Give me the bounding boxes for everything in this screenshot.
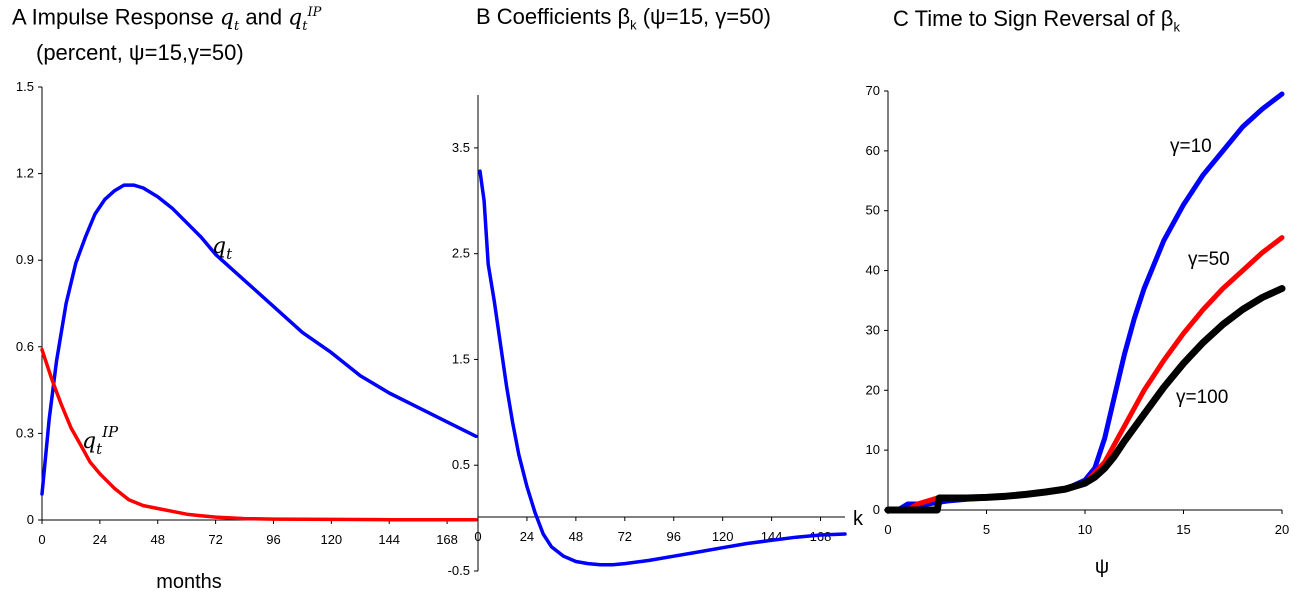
- y-tick-label: 0.5: [452, 457, 470, 472]
- panel-a-title-t: t: [234, 18, 240, 34]
- x-tick-label: 120: [712, 529, 734, 544]
- panel-a-title-prefix: A Impulse Response: [12, 4, 220, 30]
- y-tick-label: 0.6: [16, 339, 34, 354]
- series-line-3: [884, 285, 1286, 514]
- x-tick-label: 0: [884, 522, 891, 537]
- x-tick-label: 24: [520, 529, 534, 544]
- panel-a-title-t2: t: [302, 18, 308, 34]
- x-tick-label: 24: [93, 532, 107, 547]
- panel-a-subtitle: (percent, ψ=15,γ=50): [36, 40, 244, 65]
- x-tick-label: 96: [666, 529, 680, 544]
- x-tick-label: 48: [150, 532, 164, 547]
- y-tick-label: 0.9: [16, 252, 34, 267]
- x-tick-label: 48: [569, 529, 583, 544]
- y-tick-label: -0.5: [448, 563, 470, 578]
- x-axis-label: ψ: [1095, 556, 1109, 578]
- y-tick-label: 1.5: [16, 79, 34, 94]
- x-axis-label: months: [156, 571, 222, 593]
- chart-panel-a: 0 0.3 0.6 0.9 1.2 1.5 0 24 48 72 96 120 144 168 months…: [16, 79, 478, 593]
- y-tick-label: 30: [866, 322, 880, 337]
- chart-panel-c: 0 10 20 30 40 50 60 70 0 5 10 15 20 ψ γ=10 γ=50 γ=100: [866, 83, 1290, 578]
- x-tick-label: 72: [208, 532, 222, 547]
- x-tick-label: 168: [436, 532, 458, 547]
- y-tick-label: 20: [866, 382, 880, 397]
- panel-b-title-prefix: B Coefficients β: [476, 4, 631, 29]
- panel-b-title-suffix: (ψ=15, γ=50): [636, 4, 771, 29]
- y-tick-label: 0: [27, 512, 34, 527]
- curve-label-qt: qt: [212, 234, 233, 263]
- panel-c-title-sub: k: [1173, 19, 1180, 35]
- y-tick-label: 10: [866, 442, 880, 457]
- y-tick-label: 1.2: [16, 166, 34, 181]
- series-line-2: [40, 347, 478, 522]
- panel-a-title-ip: IP: [307, 5, 322, 20]
- panel-c-title-prefix: C Time to Sign Reversal of β: [893, 6, 1174, 31]
- y-tick-label: 70: [866, 83, 880, 98]
- panel-a-title: A Impulse Response qt and qtIP: [12, 4, 322, 34]
- series-label: γ=50: [1188, 249, 1230, 270]
- y-tick-label: 40: [866, 263, 880, 278]
- panel-a-title-and: and: [239, 4, 289, 30]
- y-tick-label: 3.5: [452, 140, 470, 155]
- x-axis-label: k: [853, 508, 864, 530]
- panel-b-title: B Coefficients βk (ψ=15, γ=50): [476, 4, 771, 32]
- y-tick-label: 2.5: [452, 246, 470, 261]
- series-line-1: [478, 169, 847, 567]
- series-line-2: [885, 235, 1285, 513]
- x-tick-label: 20: [1275, 522, 1289, 537]
- x-tick-label: 5: [983, 522, 990, 537]
- series-label: γ=10: [1170, 136, 1212, 157]
- series-line-1: [40, 183, 478, 496]
- curve-label-qtip: qtIP: [82, 423, 119, 458]
- x-tick-label: 72: [618, 529, 632, 544]
- panel-c-title: C Time to Sign Reversal of βk: [893, 6, 1180, 34]
- x-tick-label: 10: [1078, 522, 1092, 537]
- x-tick-label: 15: [1176, 522, 1190, 537]
- panel-a-title-q: q: [219, 5, 234, 31]
- y-tick-label: 0.3: [16, 425, 34, 440]
- x-tick-label: 96: [266, 532, 280, 547]
- x-tick-label: 144: [378, 532, 400, 547]
- series-line-1: [885, 91, 1285, 513]
- x-tick-label: 0: [474, 529, 481, 544]
- series-label: γ=100: [1176, 387, 1228, 408]
- y-tick-label: 60: [866, 143, 880, 158]
- x-tick-label: 0: [38, 532, 45, 547]
- panel-a-title-q2: q: [288, 5, 303, 31]
- y-tick-label: 50: [866, 203, 880, 218]
- x-tick-label: 120: [320, 532, 342, 547]
- y-tick-label: 1.5: [452, 351, 470, 366]
- panel-b-title-sub: k: [630, 17, 637, 33]
- y-tick-label: 0: [873, 502, 880, 517]
